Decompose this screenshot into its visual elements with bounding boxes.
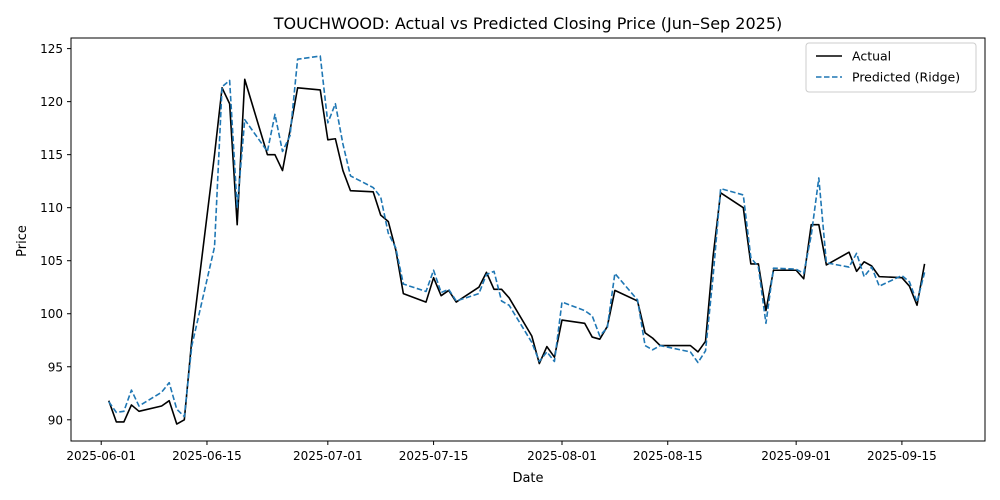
y-tick-label: 115 [40,148,63,162]
series-line-2 [108,55,926,418]
x-tick-label: 2025-09-15 [867,449,937,463]
x-axis: 2025-06-01 2025-06-15 2025-07-01 2025-07-15… [66,441,937,463]
y-axis-label: Price [15,225,30,257]
legend-label-1: Actual [852,49,891,64]
x-tick-label: 2025-08-15 [633,449,703,463]
x-tick-label: 2025-06-01 [66,449,136,463]
plot-frame [70,37,986,442]
y-tick-label: 95 [48,360,63,374]
x-tick-label: 2025-07-01 [293,449,363,463]
x-tick-label: 2025-08-01 [527,449,597,463]
y-tick-label: 105 [40,254,63,268]
y-tick-label: 125 [40,42,63,56]
legend: Actual Predicted (Ridge) [805,42,977,93]
x-axis-label: Date [512,471,543,486]
y-tick-label: 120 [40,95,63,109]
chart-title: TOUCHWOOD: Actual vs Predicted Closing P… [273,14,783,33]
legend-label-2: Predicted (Ridge) [852,70,960,85]
series-line-1 [108,78,926,425]
x-tick-label: 2025-09-01 [761,449,831,463]
y-tick-label: 90 [48,413,63,427]
x-tick-label: 2025-06-15 [172,449,242,463]
x-tick-label: 2025-07-15 [399,449,469,463]
y-axis: 90 95 100 105 110 115 120 125 [40,42,71,427]
plot-area [70,37,986,442]
legend-box [805,42,977,93]
y-tick-label: 110 [40,201,63,215]
y-tick-label: 100 [40,307,63,321]
